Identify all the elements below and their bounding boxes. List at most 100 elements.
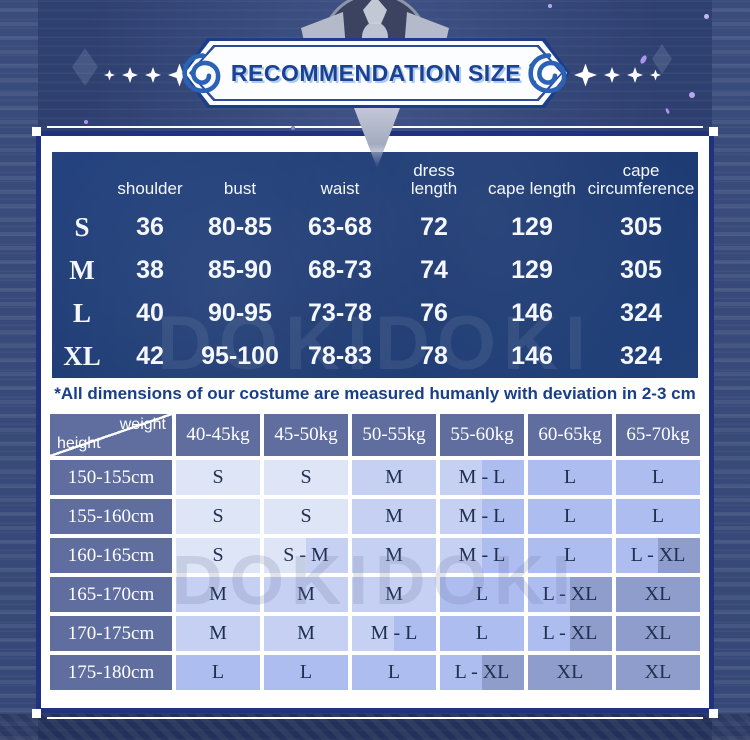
size-cell: M - L <box>440 499 524 534</box>
weight-col-header: 40-45kg <box>176 414 260 456</box>
size-cell: S - M <box>264 538 348 573</box>
diamond-icon <box>650 69 661 81</box>
size-cell: XL <box>616 616 700 651</box>
background-diamond-motif <box>652 44 672 74</box>
sparkle-icon <box>689 92 695 98</box>
measurement-value: 146 <box>511 299 553 327</box>
measurement-value: 74 <box>420 256 448 284</box>
size-cell: S <box>264 460 348 495</box>
size-cell: L - XL <box>528 577 612 612</box>
measurement-col-header: cape circumference <box>587 160 695 199</box>
swirl-icon <box>528 53 567 94</box>
measurement-table: shoulder bust waist dress length cape length… <box>52 152 698 378</box>
size-cell: L <box>176 655 260 690</box>
size-cell: L <box>616 499 700 534</box>
weight-col-header: 50-55kg <box>352 414 436 456</box>
diamond-group-right <box>574 61 661 89</box>
sparkle-icon <box>704 14 709 19</box>
size-cell: S <box>176 538 260 573</box>
corner-accent <box>32 709 41 718</box>
corner-accent <box>709 709 718 718</box>
corner-accent <box>709 127 718 136</box>
measurement-value: 305 <box>620 256 662 284</box>
measurement-size-label: L <box>72 298 91 328</box>
diamond-icon <box>574 63 597 87</box>
size-cell: L - XL <box>440 655 524 690</box>
size-cell: XL <box>528 655 612 690</box>
corner-accent <box>32 127 41 136</box>
height-row-label: 160-165cm <box>50 538 172 573</box>
size-cell: M <box>176 577 260 612</box>
sparkle-icon <box>291 126 295 130</box>
weight-col-header: 45-50kg <box>264 414 348 456</box>
sparkle-icon <box>84 120 88 124</box>
side-pillar-left <box>0 0 38 740</box>
weight-label: weight <box>119 416 166 433</box>
measurement-col-header: shoulder <box>117 179 183 199</box>
size-cell: L - XL <box>616 538 700 573</box>
measurement-value: 76 <box>420 299 448 327</box>
measurement-size-label: M <box>69 255 95 285</box>
measurement-value: 85-90 <box>208 256 272 284</box>
measurement-value: 68-73 <box>308 256 372 284</box>
sparkle-icon <box>548 4 552 8</box>
measurement-value: 63-68 <box>308 213 372 241</box>
size-cell: S <box>176 499 260 534</box>
measurement-value: 78-83 <box>308 342 372 370</box>
size-cell: M - L <box>440 460 524 495</box>
size-cell: L <box>264 655 348 690</box>
measurement-value: 129 <box>511 256 553 284</box>
diamond-icon <box>627 67 643 83</box>
size-chart-table: weight height 40-45kg 45-50kg 50-55kg 55-60… <box>50 414 700 690</box>
height-row-label: 170-175cm <box>50 616 172 651</box>
size-cell: L <box>528 499 612 534</box>
banner: RECOMMENDATION SIZE <box>182 38 570 108</box>
size-cell: M <box>264 616 348 651</box>
diamond-icon <box>145 67 161 83</box>
measurement-value: 72 <box>420 213 448 241</box>
size-cell: L <box>528 538 612 573</box>
banner-title: RECOMMENDATION SIZE <box>230 59 522 86</box>
measurement-value: 78 <box>420 342 448 370</box>
measurement-value: 146 <box>511 342 553 370</box>
measurement-value: 324 <box>620 342 662 370</box>
measurement-value: 73-78 <box>308 299 372 327</box>
measurement-value: 95-100 <box>201 342 279 370</box>
diamond-icon <box>104 69 115 81</box>
height-row-label: 150-155cm <box>50 460 172 495</box>
swirl-icon <box>182 53 221 94</box>
height-row-label: 155-160cm <box>50 499 172 534</box>
weight-col-header: 65-70kg <box>616 414 700 456</box>
size-cell: M <box>264 577 348 612</box>
measurement-value: 42 <box>136 342 164 370</box>
size-cell: S <box>264 499 348 534</box>
size-cell: M <box>352 460 436 495</box>
measurement-col-header: cape length <box>488 179 576 199</box>
measurement-col-header: bust <box>223 179 257 199</box>
corner-header: weight height <box>50 414 172 456</box>
size-cell: L <box>616 460 700 495</box>
size-cell: M <box>352 538 436 573</box>
size-cell: L - XL <box>528 616 612 651</box>
measurement-value: 36 <box>136 213 164 241</box>
diamond-group-left <box>104 61 191 89</box>
measurement-value: 324 <box>620 299 662 327</box>
measurement-col-header: waist <box>320 179 360 199</box>
measurement-value: 40 <box>136 299 164 327</box>
size-cell: M - L <box>440 538 524 573</box>
size-cell: L <box>440 616 524 651</box>
measurement-size-label: S <box>74 212 90 242</box>
size-cell: M - L <box>352 616 436 651</box>
measurement-col-header: dress length <box>410 160 458 199</box>
size-cell: XL <box>616 655 700 690</box>
height-row-label: 175-180cm <box>50 655 172 690</box>
size-cell: M <box>352 577 436 612</box>
side-pillar-right <box>712 0 750 740</box>
size-cell: L <box>440 577 524 612</box>
height-label: height <box>57 435 101 452</box>
measurement-value: 38 <box>136 256 164 284</box>
measurement-value: 129 <box>511 213 553 241</box>
weight-col-header: 60-65kg <box>528 414 612 456</box>
size-note: *All dimensions of our costume are measu… <box>54 384 696 403</box>
measurement-value: 90-95 <box>208 299 272 327</box>
